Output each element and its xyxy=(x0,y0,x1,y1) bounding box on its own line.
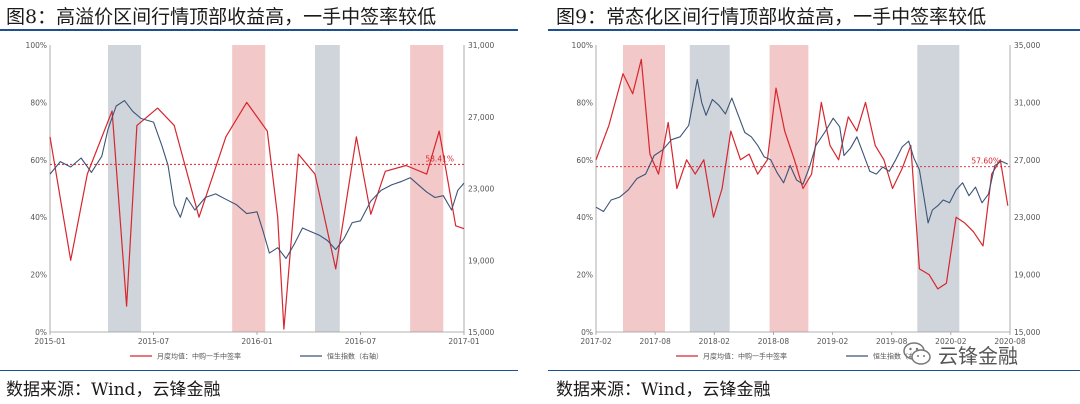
y-right-tick-label: 23,000 xyxy=(1014,213,1040,222)
y-right-tick-label: 35,000 xyxy=(1014,41,1040,50)
y-left-tick-label: 80% xyxy=(576,98,593,107)
y-left-tick-label: 20% xyxy=(576,271,593,280)
y-left-tick-label: 40% xyxy=(576,213,593,222)
y-right-tick-label: 31,000 xyxy=(1014,98,1040,107)
y-left-tick-label: 20% xyxy=(30,271,47,280)
y-right-tick-label: 27,000 xyxy=(1014,156,1040,165)
fig8-title-rule xyxy=(0,29,518,31)
watermark-text: 云锋金融 xyxy=(938,344,1018,368)
y-left-tick-label: 60% xyxy=(30,156,47,165)
x-tick-label: 2020-02 xyxy=(935,337,967,346)
x-tick-label: 2019-02 xyxy=(817,337,849,346)
highlight-band-red xyxy=(232,45,266,332)
x-tick-label: 2015-01 xyxy=(34,337,66,346)
y-right-tick-label: 27,000 xyxy=(468,113,494,122)
y-left-tick-label: 80% xyxy=(30,98,47,107)
fig9-bottom-rule xyxy=(548,370,1080,371)
fig9-chart: 0% 20% 40% 60% 80% 100% 15,000 19,000 23,000 27,0… xyxy=(552,33,1057,368)
series-line-subscription-rate xyxy=(595,58,1009,290)
highlight-band-grey xyxy=(917,45,960,332)
y-left-tick-label: 0% xyxy=(581,328,593,337)
series-line-subscription-rate xyxy=(49,101,465,330)
y-right-tick-label: 15,000 xyxy=(1014,328,1040,337)
x-tick-label: 2015-07 xyxy=(138,337,170,346)
y-left-tick-label: 60% xyxy=(576,156,593,165)
wechat-icon xyxy=(903,342,931,365)
y-right-tick-label: 19,000 xyxy=(1014,271,1040,280)
fig8-chart-svg: 0% 20% 40% 60% 80% 100% 15,000 19,000 23,000 27,0… xyxy=(26,41,495,361)
x-tick-label: 2020-08 xyxy=(994,337,1026,346)
y-right-tick-label: 31,000 xyxy=(468,41,494,50)
y-right-tick-label: 15,000 xyxy=(468,328,494,337)
legend-label: 恒生指数（右轴） xyxy=(327,352,383,361)
x-tick-label: 2019-08 xyxy=(876,337,908,346)
fig8-chart: 0% 20% 40% 60% 80% 100% 15,000 19,000 23,000 27,0… xyxy=(6,33,511,368)
y-left-tick-label: 0% xyxy=(35,328,47,337)
x-tick-label: 2017-01 xyxy=(448,337,480,346)
x-tick-label: 2017-02 xyxy=(580,337,612,346)
fig9-title-rule xyxy=(548,29,1080,31)
y-left-tick-label: 40% xyxy=(30,213,47,222)
fig9-chart-svg: 0% 20% 40% 60% 80% 100% 15,000 19,000 23,000 27,0… xyxy=(572,41,1041,361)
y-right-tick-label: 23,000 xyxy=(468,185,494,194)
highlight-band-red xyxy=(410,45,444,332)
legend-label: 月度均值：中购一手中签率 xyxy=(703,352,787,361)
reference-label: 58.41% xyxy=(425,154,454,163)
fig9-source: 数据来源：Wind，云锋金融 xyxy=(556,380,771,400)
highlight-band-grey xyxy=(107,45,142,332)
reference-label: 57.60% xyxy=(971,157,1000,166)
x-tick-label: 2018-02 xyxy=(699,337,731,346)
highlight-band-grey xyxy=(689,45,730,332)
highlight-band-grey xyxy=(314,45,340,332)
series-line-hang-seng xyxy=(49,100,465,260)
y-left-tick-label: 100% xyxy=(26,41,47,50)
x-tick-label: 2018-08 xyxy=(758,337,790,346)
x-tick-label: 2017-08 xyxy=(639,337,671,346)
series-line-hang-seng xyxy=(595,78,1009,224)
y-left-tick-label: 100% xyxy=(572,41,593,50)
highlight-band-red xyxy=(769,45,809,332)
fig8-source: 数据来源：Wind，云锋金融 xyxy=(6,380,221,400)
fig8-title: 图8：高溢价区间行情顶部收益高，一手中签率较低 xyxy=(6,6,437,28)
fig8-bottom-rule xyxy=(0,370,518,371)
legend-label: 月度均值：中购一手中签率 xyxy=(157,352,241,361)
legend-label: 恒生指数（右轴） xyxy=(873,352,929,361)
fig9-title: 图9：常态化区间行情顶部收益高，一手中签率较低 xyxy=(556,6,987,28)
x-tick-label: 2016-07 xyxy=(345,337,377,346)
watermark: 云锋金融 xyxy=(902,338,1052,372)
x-tick-label: 2016-01 xyxy=(241,337,273,346)
y-right-tick-label: 19,000 xyxy=(468,256,494,265)
